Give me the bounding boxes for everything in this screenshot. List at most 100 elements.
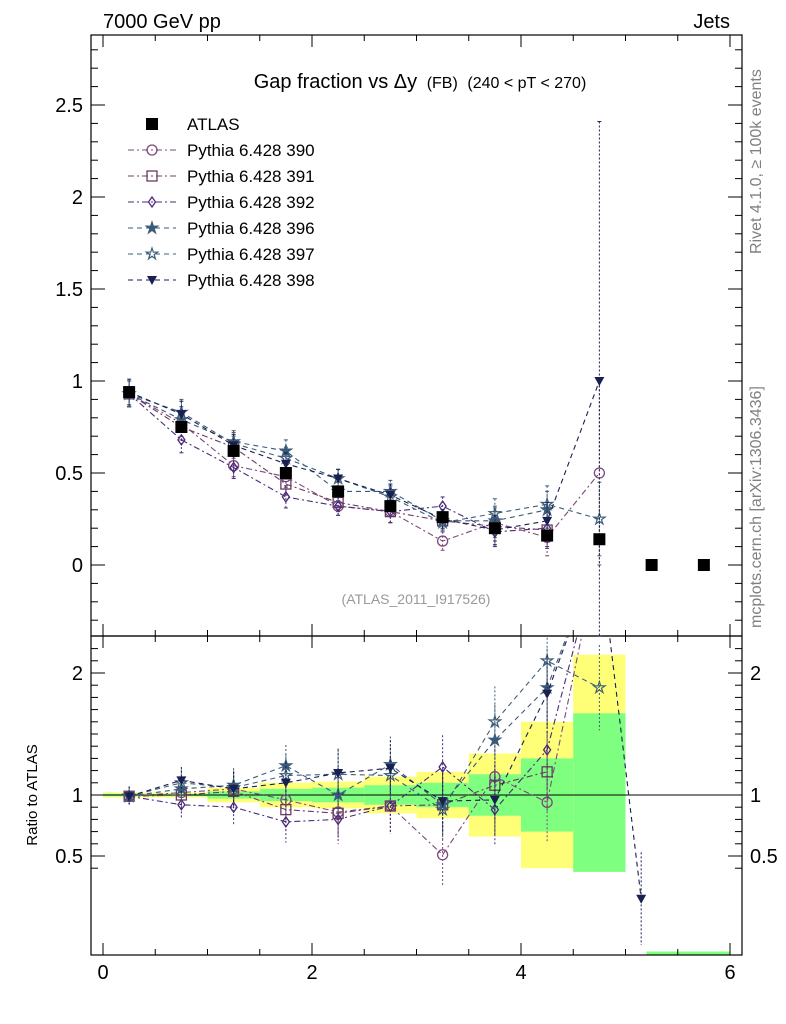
- legend-marker: [146, 170, 158, 182]
- data-point: [542, 516, 553, 526]
- ratio-point: [436, 849, 449, 861]
- ratio-point: [636, 894, 647, 904]
- y-tick-label: 2.5: [55, 95, 83, 117]
- legend-marker: [147, 276, 157, 285]
- ratio-point: [490, 803, 500, 816]
- ratio-point: [124, 792, 135, 802]
- ratio-y-tick-label: 1: [72, 785, 83, 807]
- ratio-point: [281, 815, 291, 828]
- ratio-point: [177, 798, 186, 811]
- data-point: [176, 410, 187, 420]
- legend-label: Pythia 6.428 392: [187, 193, 315, 212]
- ratio-point: [591, 679, 608, 695]
- ratio-series-line: [129, 636, 583, 856]
- legend-marker: [147, 195, 157, 209]
- data-point: [594, 377, 605, 386]
- ratio-point: [386, 799, 395, 813]
- data-point: [333, 474, 344, 484]
- y-tick-label: 0.5: [55, 463, 83, 485]
- x-tick-label: 6: [724, 962, 735, 984]
- atlas-data-point: [123, 386, 136, 399]
- data-point: [591, 510, 608, 526]
- ratio-point: [542, 689, 553, 699]
- legend-marker: [146, 144, 158, 156]
- ratio-y-tick-label: 2: [72, 663, 83, 685]
- ratio-y-tick-label: 0.5: [55, 846, 83, 868]
- ratio-point: [333, 769, 344, 779]
- ratio-point: [333, 813, 343, 826]
- rivet-label: Rivet 4.1.0, ≥ 100k events: [748, 69, 765, 254]
- ratio-point: [176, 776, 187, 786]
- y-tick-label: 2: [72, 187, 83, 209]
- legend-label: Pythia 6.428 390: [187, 141, 315, 160]
- data-point: [177, 433, 186, 447]
- data-point: [229, 461, 238, 474]
- atlas-data-point: [227, 444, 240, 457]
- atlas-data-point: [593, 533, 606, 546]
- x-tick-label: 4: [515, 962, 526, 984]
- x-tick-label: 0: [97, 962, 108, 984]
- ratio-y-tick-label-right: 2: [750, 663, 761, 685]
- main-series-line: [128, 393, 548, 531]
- ratio-point: [434, 801, 451, 817]
- header-left: 7000 GeV pp: [103, 11, 221, 33]
- title-range: (240 < pT < 270): [467, 75, 586, 92]
- legend-label: ATLAS: [187, 115, 240, 134]
- legend-label: Pythia 6.428 391: [187, 167, 315, 186]
- ratio-point: [229, 801, 238, 814]
- axis-tick-labels: 0 2 4 6 0 0.5 1 1.5 2 2.5 0.5 0.5 1 1 2 2: [55, 95, 778, 984]
- ratio-y-tick-label-right: 0.5: [750, 846, 778, 868]
- main-series-line: [128, 393, 600, 542]
- x-tick-label: 2: [306, 962, 317, 984]
- axis-ticks: [91, 35, 742, 955]
- ratio-point: [489, 795, 500, 805]
- reference-label: (ATLAS_2011_I917526): [342, 591, 491, 607]
- ratio-point: [278, 767, 294, 782]
- band-green: [573, 713, 626, 872]
- y-tick-label: 0: [72, 555, 83, 577]
- legend-marker: [144, 245, 160, 261]
- atlas-data-point: [541, 529, 554, 542]
- header-right: Jets: [693, 11, 730, 33]
- ratio-series-line: [128, 660, 600, 811]
- ratio-point: [280, 778, 291, 788]
- data-point: [281, 490, 291, 504]
- ratio-y-axis-label: Ratio to ATLAS: [24, 744, 41, 845]
- atlas-data-point: [384, 500, 397, 513]
- ratio-point: [487, 713, 503, 729]
- ratio-point: [228, 784, 239, 794]
- legend-label: Pythia 6.428 397: [187, 245, 315, 264]
- data-point: [333, 499, 343, 513]
- ratio-point: [385, 764, 396, 774]
- data-point: [280, 478, 292, 490]
- atlas-data-point: [488, 522, 501, 535]
- plot-title: Gap fraction vs Δy (FB) (240 < pT < 270): [254, 71, 587, 93]
- title-delta: Δy: [394, 71, 417, 93]
- ratio-point: [438, 760, 447, 774]
- atlas-data-point: [175, 421, 188, 433]
- atlas-data-point: [332, 485, 345, 498]
- ratio-uncertainty-bands: [103, 654, 730, 955]
- main-series-line: [128, 393, 600, 524]
- data-point: [436, 535, 449, 547]
- ratio-series-line: [129, 636, 578, 823]
- data-point: [385, 491, 396, 501]
- mcplots-label: mcplots.cern.ch [arXiv:1306.3436]: [748, 386, 765, 628]
- atlas-data-point: [436, 511, 449, 524]
- main-series-line: [128, 380, 600, 531]
- legend-label: Pythia 6.428 396: [187, 219, 315, 238]
- atlas-data-point: [697, 559, 710, 571]
- y-tick-label: 1: [72, 371, 83, 393]
- legend-label: Pythia 6.428 398: [187, 271, 315, 290]
- y-tick-label: 1.5: [55, 279, 83, 301]
- ratio-point: [437, 797, 448, 807]
- ratio-point: [542, 743, 552, 756]
- title-fb: (FB): [427, 75, 458, 92]
- data-point: [280, 459, 291, 469]
- legend-marker: [144, 219, 160, 235]
- ratio-panel-series: [121, 636, 647, 946]
- main-panel-series: [121, 121, 710, 637]
- atlas-data-point: [645, 559, 658, 571]
- ratio-y-tick-label-right: 1: [750, 785, 761, 807]
